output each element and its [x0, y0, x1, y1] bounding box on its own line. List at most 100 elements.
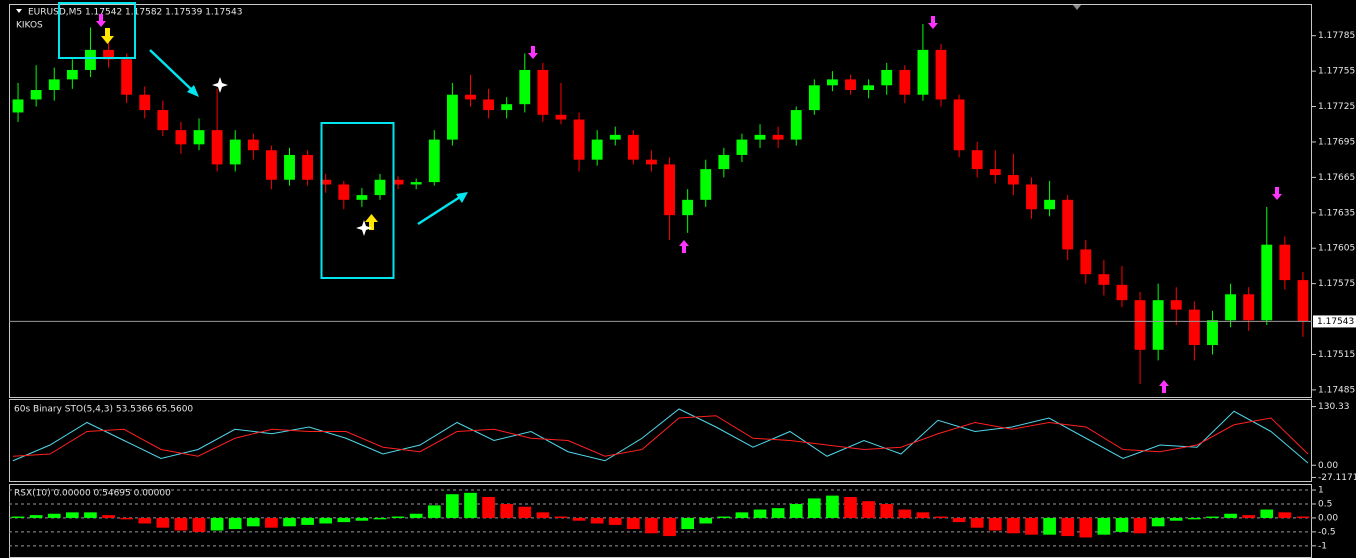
candle-body [917, 49, 929, 95]
rsx-bar [1206, 516, 1219, 518]
rsx-bar [265, 517, 278, 528]
candle-body [1297, 280, 1309, 322]
candle-body [1026, 184, 1037, 210]
candle-body [302, 154, 314, 180]
y-tick-label: 0.00 [1318, 513, 1338, 523]
rsx-title: RSX(10) 0.00000 0.54695 0.00000 [14, 489, 171, 499]
candle-body [175, 130, 187, 145]
rsx-bar [192, 517, 206, 532]
y-tick-label: 1.17695 [1318, 137, 1355, 147]
rsx-bar [1296, 516, 1310, 518]
candle-body [881, 69, 893, 86]
rsx-bar [1260, 509, 1274, 518]
rsx-bar [789, 503, 803, 518]
candle-body [845, 79, 856, 91]
rsx-bar [663, 517, 676, 537]
rsx-bar [807, 498, 821, 518]
y-tick-label: 1.17785 [1318, 31, 1355, 41]
rsx-bar [464, 492, 477, 518]
rsx-bar [1224, 513, 1237, 518]
candle-body [537, 69, 549, 115]
candle-body [320, 179, 332, 185]
candle-body [121, 59, 133, 95]
rsx-bar [102, 515, 115, 518]
rsx-bar [898, 509, 912, 518]
rsx-bar [735, 512, 749, 518]
candle-body [1170, 300, 1182, 310]
sell-signals [96, 14, 1282, 200]
y-tick-label: 1.17665 [1318, 173, 1355, 183]
candle-body [410, 182, 422, 185]
candle-body [989, 169, 1001, 176]
rsx-bar [970, 517, 984, 528]
candle-body [736, 139, 748, 155]
rsx-bar [1079, 517, 1093, 538]
rsx-bar [373, 517, 387, 520]
y-tick-label: -0.5 [1318, 527, 1336, 537]
rsx-bar [84, 512, 97, 518]
candle-body [754, 134, 766, 140]
candle-body [718, 154, 730, 170]
rsx-bar [210, 517, 224, 531]
rsx-bar [500, 503, 514, 518]
candle-body [519, 69, 531, 105]
candle-body [1152, 300, 1164, 350]
candle-body [772, 134, 784, 140]
rsx-bar [66, 512, 79, 518]
stoch-line [12, 408, 1309, 464]
y-tick-label: 1.17605 [1318, 244, 1355, 254]
rsx-bar [1061, 517, 1075, 537]
candle-body [953, 99, 965, 151]
rsx-bar [862, 501, 875, 518]
candle-body [1116, 284, 1128, 301]
candle-body [591, 139, 603, 160]
rsx-bar [29, 515, 43, 518]
rsx-bar [1242, 515, 1255, 518]
rsx-bar [138, 517, 152, 524]
candle-body [863, 85, 875, 91]
candle-body [211, 130, 223, 165]
rsx-bar [1115, 517, 1129, 532]
y-tick-label: 0.5 [1318, 499, 1332, 509]
candle-body [392, 179, 404, 185]
rsx-bar [228, 517, 242, 530]
y-tick-label: 1 [1318, 486, 1324, 496]
rsx-bar [536, 512, 550, 518]
candle-body [1080, 249, 1092, 275]
stoch-line [12, 415, 1309, 457]
rsx-bar [174, 517, 188, 531]
rsx-bar [1007, 517, 1020, 534]
rsx-bar [120, 517, 133, 520]
candle-body [157, 110, 169, 131]
rsx-bar [681, 517, 694, 530]
rsx-bar [880, 503, 894, 518]
rsx-bar [645, 517, 658, 534]
stoch-pane [9, 399, 1312, 482]
y-tick-label: 130.33 [1318, 402, 1350, 412]
y-tick-label: 1.17755 [1318, 67, 1355, 77]
trend-arrow-head [456, 192, 468, 203]
candle-body [12, 99, 24, 113]
candle-body [1098, 274, 1110, 285]
candle-body [103, 49, 114, 60]
rsx-bar [1097, 517, 1111, 535]
rsx-bar [1169, 517, 1183, 521]
current-price-box [1313, 315, 1356, 328]
rsx-bar [826, 495, 839, 518]
candle-body [85, 49, 96, 70]
menu-triangle [16, 9, 22, 13]
candle-body [664, 164, 675, 216]
rsx-bar [771, 508, 785, 518]
y-tick-label: 1.17635 [1318, 208, 1355, 218]
candle-body [1207, 320, 1218, 346]
candle-body [356, 195, 368, 200]
candle-body [682, 199, 694, 216]
annotations [58, 2, 1282, 393]
main-pane [9, 4, 1312, 398]
highlight-box [320, 122, 395, 279]
candle-body [338, 184, 350, 200]
candle-body [808, 85, 820, 111]
candle-body [139, 94, 151, 111]
